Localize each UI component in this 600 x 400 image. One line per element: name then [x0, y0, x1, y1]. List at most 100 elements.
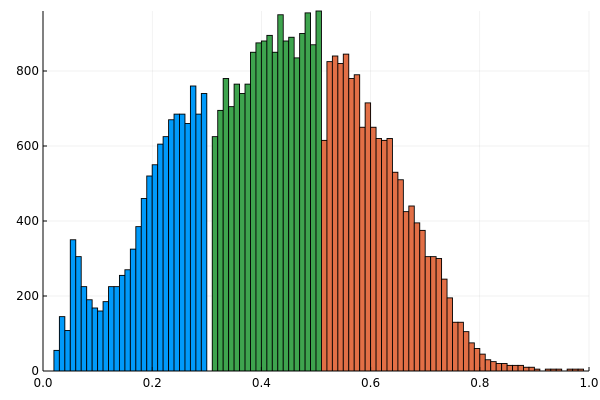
- histogram-bar: [446, 297, 453, 372]
- histogram-bar: [397, 179, 404, 372]
- histogram-bar: [501, 363, 508, 372]
- histogram-bar: [321, 139, 328, 372]
- histogram-bar: [260, 40, 268, 372]
- histogram-bar: [479, 353, 486, 372]
- histogram-bar: [528, 366, 535, 372]
- histogram-bar: [200, 93, 208, 372]
- axes: [42, 11, 590, 372]
- histogram-bar: [304, 12, 311, 372]
- histogram-bar: [326, 61, 333, 372]
- tick-labels: 0.0 0.2 0.4 0.6 0.8 1.0 0 200 400 600 800: [16, 64, 598, 390]
- histogram-bar: [484, 359, 492, 372]
- histogram-bar: [151, 164, 159, 372]
- histogram-bar: [512, 364, 519, 372]
- y-tick-label: 800: [16, 64, 39, 78]
- histogram-bar: [386, 138, 393, 372]
- histogram-bar: [419, 229, 426, 372]
- histogram-bar: [424, 256, 432, 372]
- histogram-bar: [250, 51, 257, 372]
- histogram-bar: [97, 310, 104, 372]
- histogram-bar: [337, 63, 344, 372]
- histogram-bar: [75, 256, 82, 372]
- histogram-bar: [157, 143, 164, 372]
- histogram-bar: [441, 278, 448, 372]
- histogram-bar: [162, 136, 170, 372]
- histogram-bar: [91, 307, 99, 372]
- histogram-bar: [523, 366, 530, 372]
- x-tick-label: 0.4: [252, 376, 271, 390]
- histogram-bar: [331, 55, 339, 372]
- histogram-bar: [239, 93, 246, 372]
- x-tick-label: 0.0: [33, 376, 52, 390]
- histogram-bar: [184, 123, 191, 372]
- x-tick-label: 0.8: [470, 376, 489, 390]
- x-tick-label: 0.6: [361, 376, 380, 390]
- x-tick-label: 0.2: [143, 376, 162, 390]
- histogram-bar: [189, 85, 197, 372]
- histogram-bar: [495, 363, 503, 372]
- histogram-bar: [217, 109, 224, 372]
- histogram-bar: [58, 316, 66, 372]
- histogram-bar: [86, 299, 93, 372]
- y-tick-label: 200: [16, 289, 39, 303]
- histogram-bar: [118, 274, 126, 372]
- histogram-bar: [228, 106, 235, 372]
- histogram-bar: [381, 139, 388, 372]
- histogram-bars: [53, 10, 584, 372]
- histogram-bar: [233, 83, 241, 372]
- histogram-bar: [113, 286, 120, 372]
- histogram-bar: [124, 269, 131, 372]
- histogram-bar: [342, 53, 350, 372]
- histogram-bar: [69, 239, 77, 372]
- histogram-bar: [135, 226, 142, 372]
- histogram-bar: [490, 361, 497, 372]
- histogram-bar: [310, 44, 317, 372]
- histogram-bar: [179, 113, 186, 372]
- histogram-bar: [173, 113, 180, 372]
- histogram-bar: [140, 198, 148, 372]
- histogram-bar: [244, 83, 251, 372]
- histogram-bar: [211, 136, 219, 372]
- histogram-bar: [375, 138, 382, 372]
- histogram-bar: [452, 321, 459, 372]
- histogram-bar: [359, 126, 366, 372]
- histogram-bar: [430, 256, 437, 372]
- histogram-bar: [473, 348, 481, 372]
- histogram-bar: [353, 74, 361, 372]
- histogram-bar: [402, 211, 410, 372]
- histogram-bar: [462, 331, 470, 372]
- histogram-bar: [517, 364, 524, 372]
- histogram-bar: [277, 14, 284, 372]
- histogram-bar: [293, 57, 301, 372]
- histogram-bar: [271, 51, 279, 372]
- histogram-bar: [282, 40, 290, 372]
- x-tick-label: 1.0: [579, 376, 598, 390]
- histogram-bar: [457, 321, 464, 372]
- histogram-bar: [315, 10, 322, 372]
- histogram-bar: [129, 248, 137, 372]
- histogram-bar: [506, 364, 514, 372]
- histogram-bar: [146, 175, 153, 372]
- histogram-bar: [468, 342, 475, 372]
- histogram-bar: [413, 222, 421, 372]
- histogram-bar: [299, 33, 306, 372]
- histogram-bar: [364, 102, 372, 372]
- histogram-bar: [408, 205, 415, 372]
- histogram-bar: [391, 171, 399, 372]
- histogram-bar: [255, 42, 262, 372]
- histogram-bar: [80, 286, 88, 372]
- histogram-bar: [168, 119, 175, 372]
- histogram-bar: [195, 113, 202, 372]
- histogram-bar: [64, 330, 71, 372]
- histogram-bar: [102, 301, 109, 372]
- histogram-bar: [53, 349, 60, 372]
- histogram-bar: [288, 36, 295, 372]
- y-tick-label: 600: [16, 139, 39, 153]
- histogram-bar: [222, 78, 230, 372]
- histogram-bar: [435, 258, 443, 372]
- histogram-bar: [266, 34, 273, 372]
- y-tick-label: 400: [16, 214, 39, 228]
- y-tick-label: 0: [31, 364, 39, 378]
- histogram-bar: [108, 286, 115, 372]
